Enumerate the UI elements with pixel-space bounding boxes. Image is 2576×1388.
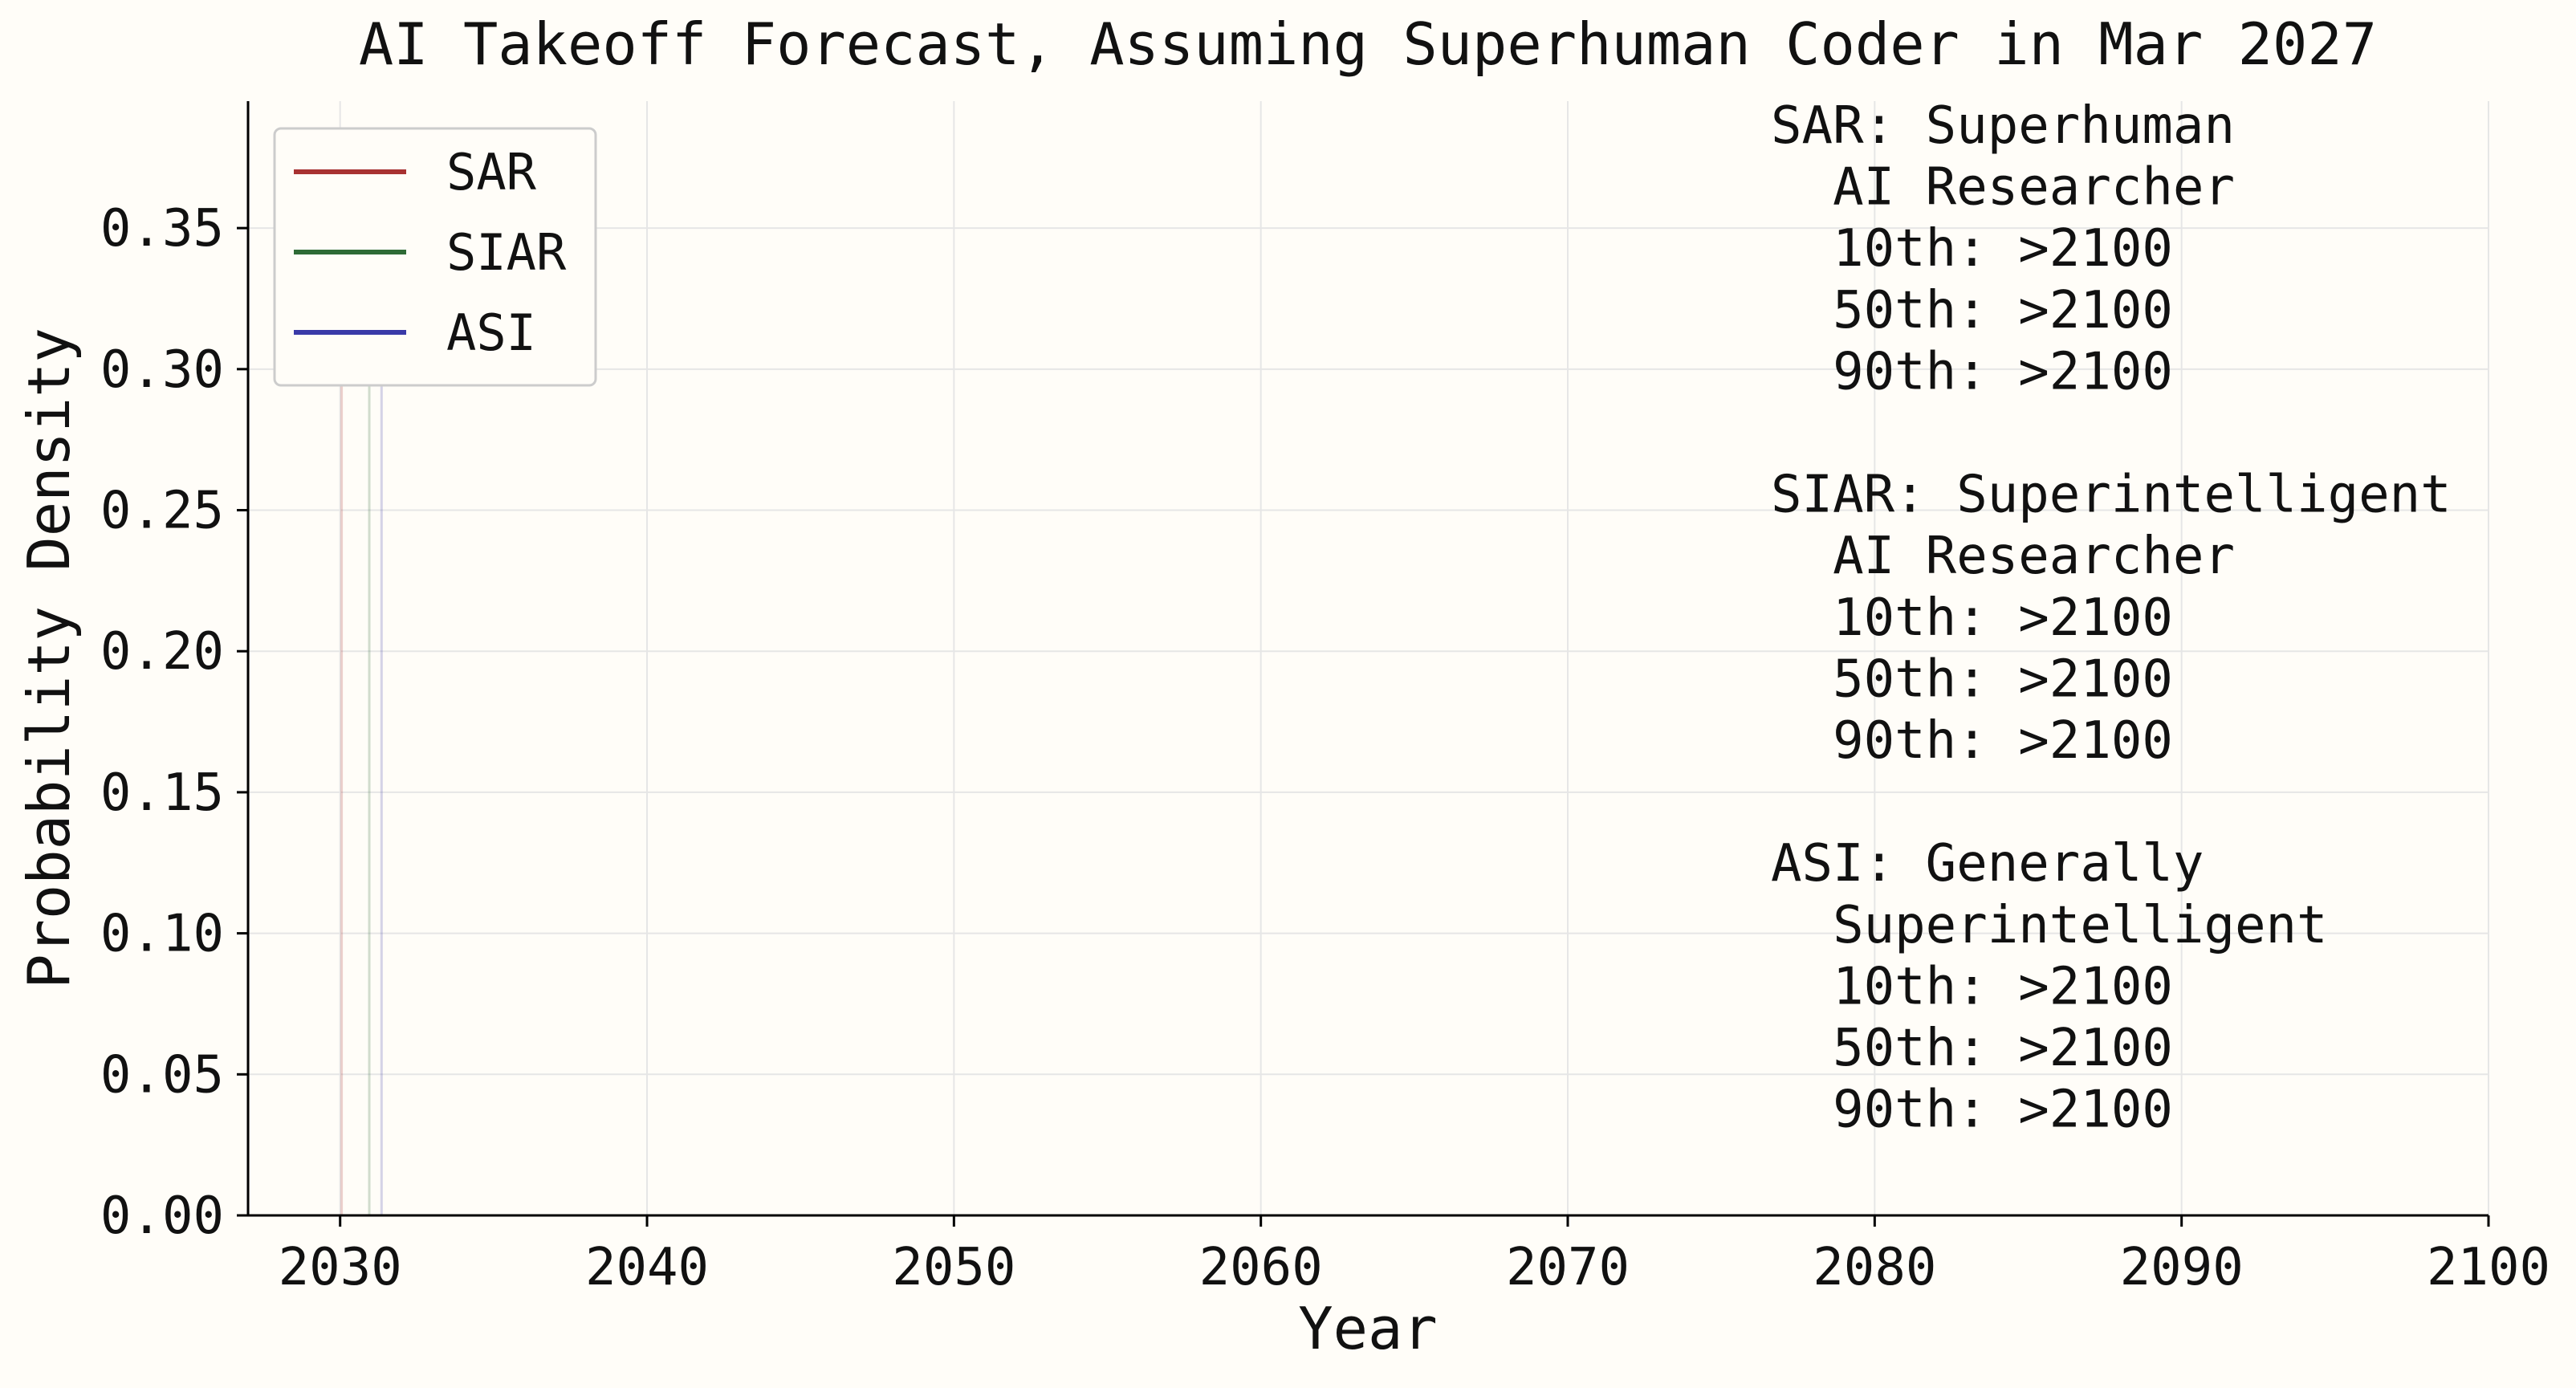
- annotation-line: 90th: >2100: [1771, 711, 2173, 771]
- y-axis-label: Probability Density: [15, 328, 83, 989]
- legend: SAR SIAR ASI: [273, 127, 597, 387]
- annotation-line: ASI: Generally: [1771, 834, 2204, 893]
- annotation-line: SAR: Superhuman: [1771, 96, 2235, 156]
- annotation-line: 50th: >2100: [1771, 281, 2173, 340]
- annotation-line: AI Researcher: [1771, 527, 2235, 586]
- annotation-line: 10th: >2100: [1771, 957, 2173, 1016]
- x-tick-label: 2100: [2427, 1238, 2550, 1297]
- x-tick-label: 2070: [1506, 1238, 1630, 1297]
- y-tick-label: 0.20: [100, 622, 224, 682]
- x-tick-label: 2050: [892, 1238, 1015, 1297]
- y-tick-label: 0.05: [100, 1045, 224, 1105]
- x-tick-label: 2040: [585, 1238, 709, 1297]
- y-tick-label: 0.10: [100, 905, 224, 964]
- x-ticks: 2030 2040 2050 2060 2070 2080 2090 2100: [279, 1215, 2550, 1297]
- legend-label-siar: SIAR: [446, 223, 567, 282]
- y-tick-label: 0.30: [100, 340, 224, 400]
- x-axis-label: Year: [1298, 1295, 1437, 1362]
- y-ticks: 0.00 0.05 0.10 0.15 0.20 0.25 0.30 0.35: [100, 199, 248, 1246]
- x-tick-label: 2080: [1813, 1238, 1936, 1297]
- y-tick-label: 0.35: [100, 199, 224, 258]
- annotation-line: 90th: >2100: [1771, 1081, 2173, 1140]
- y-tick-label: 0.00: [100, 1187, 224, 1246]
- y-tick-label: 0.15: [100, 763, 224, 823]
- annotation-line: 50th: >2100: [1771, 1019, 2173, 1078]
- legend-label-sar: SAR: [446, 143, 537, 201]
- annotation-line: 90th: >2100: [1771, 342, 2173, 401]
- annotation-line: AI Researcher: [1771, 158, 2235, 218]
- legend-box: [273, 127, 597, 387]
- series-lines: [340, 284, 383, 1215]
- annotation-line: 50th: >2100: [1771, 649, 2173, 709]
- legend-label-asi: ASI: [446, 303, 536, 362]
- grid: [248, 101, 2489, 1216]
- annotation-line: 10th: >2100: [1771, 588, 2173, 648]
- annotation-line: 10th: >2100: [1771, 219, 2173, 279]
- percentile-annotation: SAR: Superhuman AI Researcher 10th: >210…: [1771, 96, 2452, 1140]
- x-tick-label: 2060: [1199, 1238, 1323, 1297]
- chart-title: AI Takeoff Forecast, Assuming Superhuman…: [359, 10, 2377, 78]
- x-tick-label: 2030: [279, 1238, 402, 1297]
- annotation-line: SIAR: Superintelligent: [1771, 466, 2452, 525]
- annotation-line: Superintelligent: [1771, 896, 2328, 955]
- x-tick-label: 2090: [2120, 1238, 2244, 1297]
- y-tick-label: 0.25: [100, 482, 224, 541]
